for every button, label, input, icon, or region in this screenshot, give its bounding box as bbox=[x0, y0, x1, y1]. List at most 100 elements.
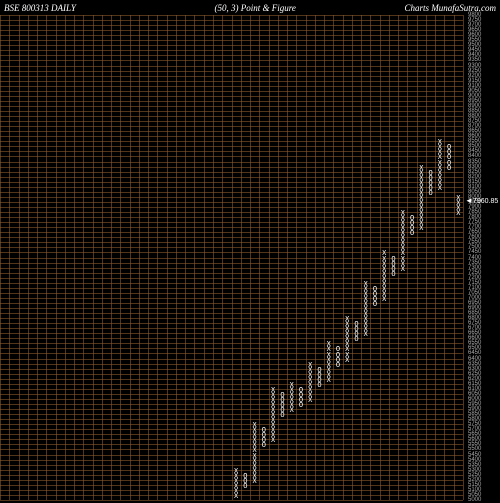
grid-h bbox=[0, 182, 463, 183]
pnf-x-box: X bbox=[343, 333, 352, 338]
grid-h bbox=[0, 20, 463, 21]
grid-h bbox=[0, 283, 463, 284]
pnf-x-box: X bbox=[398, 247, 407, 252]
grid-h bbox=[0, 369, 463, 370]
grid-h bbox=[0, 35, 463, 36]
grid-h bbox=[0, 131, 463, 132]
pnf-o-box: O bbox=[407, 232, 416, 237]
pnf-o-box: O bbox=[333, 354, 342, 359]
pnf-x-box: X bbox=[250, 434, 259, 439]
pnf-o-box: O bbox=[426, 172, 435, 177]
pnf-o-box: O bbox=[315, 369, 324, 374]
grid-h bbox=[0, 247, 463, 248]
grid-h bbox=[0, 328, 463, 329]
pnf-o-box: O bbox=[444, 162, 453, 167]
pnf-x-box: X bbox=[417, 167, 426, 172]
grid-v bbox=[463, 15, 464, 500]
grid-h bbox=[0, 187, 463, 188]
pnf-x-box: X bbox=[269, 389, 278, 394]
grid-h bbox=[0, 343, 463, 344]
pnf-o-box: O bbox=[352, 323, 361, 328]
pnf-o-box: O bbox=[259, 439, 268, 444]
grid-h bbox=[0, 465, 463, 466]
pnf-x-box: X bbox=[398, 237, 407, 242]
pnf-o-box: O bbox=[444, 146, 453, 151]
grid-h bbox=[0, 424, 463, 425]
grid-h bbox=[0, 141, 463, 142]
grid-h bbox=[0, 25, 463, 26]
grid-h bbox=[0, 227, 463, 228]
grid-h bbox=[0, 323, 463, 324]
grid-h bbox=[0, 419, 463, 420]
pnf-x-box: X bbox=[398, 232, 407, 237]
grid-h bbox=[0, 449, 463, 450]
grid-h bbox=[0, 293, 463, 294]
pnf-x-box: X bbox=[269, 429, 278, 434]
grid-h bbox=[0, 30, 463, 31]
pnf-x-box: X bbox=[269, 434, 278, 439]
pnf-o-box: O bbox=[259, 434, 268, 439]
pnf-o-box: O bbox=[370, 288, 379, 293]
grid-h bbox=[0, 106, 463, 107]
grid-h bbox=[0, 353, 463, 354]
pnf-x-box: X bbox=[454, 197, 463, 202]
pnf-x-box: X bbox=[398, 242, 407, 247]
pnf-x-box: X bbox=[343, 338, 352, 343]
grid-h bbox=[0, 212, 463, 213]
grid-h bbox=[0, 156, 463, 157]
pnf-x-box: X bbox=[343, 318, 352, 323]
grid-h bbox=[0, 414, 463, 415]
grid-h bbox=[0, 116, 463, 117]
pnf-x-box: X bbox=[250, 439, 259, 444]
grid-h bbox=[0, 374, 463, 375]
grid-h bbox=[0, 303, 463, 304]
pnf-x-box: X bbox=[435, 141, 444, 146]
grid-h bbox=[0, 404, 463, 405]
grid-h bbox=[0, 192, 463, 193]
grid-h bbox=[0, 232, 463, 233]
pnf-x-box: X bbox=[250, 424, 259, 429]
grid-h bbox=[0, 222, 463, 223]
grid-h bbox=[0, 429, 463, 430]
grid-h bbox=[0, 81, 463, 82]
chart-container: BSE 800313 DAILY (50, 3) Point & Figure … bbox=[0, 0, 500, 500]
grid-h bbox=[0, 167, 463, 168]
grid-h bbox=[0, 151, 463, 152]
grid-h bbox=[0, 217, 463, 218]
pnf-x-box: X bbox=[398, 252, 407, 257]
pnf-x-box: X bbox=[324, 343, 333, 348]
pnf-x-box: X bbox=[250, 449, 259, 454]
grid-h bbox=[0, 76, 463, 77]
grid-h bbox=[0, 384, 463, 385]
pnf-chart: 9800975097009650960095509500945094009350… bbox=[0, 15, 500, 500]
pnf-o-box: O bbox=[333, 348, 342, 353]
grid-h bbox=[0, 298, 463, 299]
pnf-x-box: X bbox=[435, 162, 444, 167]
grid-h bbox=[0, 55, 463, 56]
pnf-x-box: X bbox=[343, 343, 352, 348]
grid-h bbox=[0, 40, 463, 41]
grid-h bbox=[0, 197, 463, 198]
grid-h bbox=[0, 66, 463, 67]
grid-h bbox=[0, 318, 463, 319]
pnf-x-box: X bbox=[435, 151, 444, 156]
grid-h bbox=[0, 71, 463, 72]
pnf-x-box: X bbox=[380, 258, 389, 263]
grid-h bbox=[0, 91, 463, 92]
grid-h bbox=[0, 444, 463, 445]
grid-h bbox=[0, 50, 463, 51]
grid-h bbox=[0, 126, 463, 127]
pnf-o-box: O bbox=[444, 151, 453, 156]
grid-h bbox=[0, 379, 463, 380]
grid-h bbox=[0, 394, 463, 395]
grid-h bbox=[0, 333, 463, 334]
pnf-o-box: O bbox=[389, 258, 398, 263]
pnf-x-box: X bbox=[287, 384, 296, 389]
pnf-o-box: O bbox=[352, 338, 361, 343]
pnf-x-box: X bbox=[398, 212, 407, 217]
pnf-x-box: X bbox=[380, 252, 389, 257]
pnf-x-box: X bbox=[435, 146, 444, 151]
grid-h bbox=[0, 348, 463, 349]
pnf-o-box: O bbox=[241, 475, 250, 480]
pnf-x-box: X bbox=[361, 333, 370, 338]
